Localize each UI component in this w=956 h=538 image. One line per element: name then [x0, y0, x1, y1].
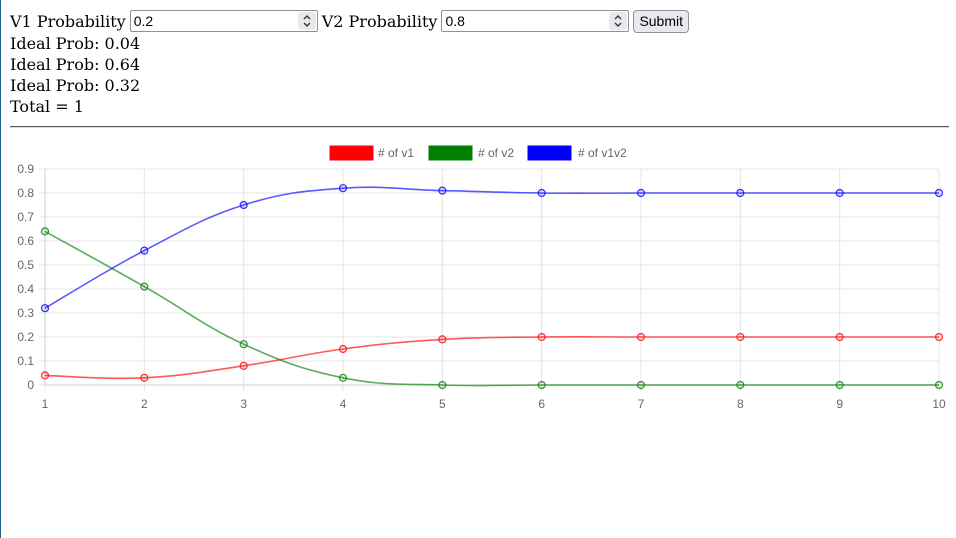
y-tick-label: 0.9 [17, 162, 34, 176]
series-line-1 [44, 335, 939, 380]
data-point [338, 184, 348, 193]
line-chart: 0 0.1 0.2 0.3 0.4 0.5 0.6 0.7 0.8 0.9 1 2 3 4 5 6 7 8 9 10 #… [17, 145, 946, 411]
data-point [438, 380, 447, 390]
data-point [239, 361, 248, 370]
legend-label: # of v1 [378, 146, 414, 160]
v1-probability-field[interactable] [129, 10, 318, 32]
ideal-prob-v2: Ideal Prob: 0.64 [10, 55, 141, 74]
y-tick-label: 0.6 [17, 234, 34, 248]
legend-label: # of v2 [478, 146, 514, 160]
x-tick-label: 1 [42, 397, 49, 411]
x-tick-label: 8 [737, 397, 744, 411]
data-point [239, 200, 248, 210]
v1-probability-label: V1 Probability [10, 11, 126, 31]
total-line: Total = 1 [10, 97, 84, 116]
ideal-prob-v1: Ideal Prob: 0.04 [10, 34, 141, 53]
y-tick-label: 0.1 [17, 354, 34, 368]
data-point [934, 188, 944, 198]
submit-button[interactable]: Submit [633, 9, 690, 33]
data-point [934, 380, 944, 390]
y-tick-label: 0.4 [17, 282, 34, 296]
x-tick-label: 2 [141, 397, 148, 411]
x-tick-label: 10 [932, 397, 946, 411]
data-point [636, 332, 646, 342]
data-point [438, 186, 447, 195]
probability-form: V1 Probability V2 Probability Submit [10, 9, 690, 33]
data-point [338, 344, 348, 354]
y-tick-label: 0.3 [17, 306, 34, 320]
data-point [736, 332, 745, 342]
series-line-2 [44, 230, 939, 387]
legend-swatch [527, 145, 572, 161]
data-point [736, 188, 745, 198]
data-point [40, 304, 50, 313]
data-point [140, 282, 149, 291]
data-point [338, 373, 348, 382]
data-point [140, 373, 149, 382]
v2-probability-field[interactable] [441, 10, 630, 32]
x-tick-label: 7 [638, 397, 645, 411]
x-tick-label: 6 [538, 397, 545, 411]
data-point [40, 371, 50, 380]
y-tick-label: 0.5 [17, 258, 34, 272]
horizontal-divider [10, 126, 949, 128]
legend-label: # of v1v2 [578, 146, 627, 160]
data-point [438, 335, 447, 344]
data-point [636, 380, 646, 390]
window-left-edge [0, 0, 1, 538]
x-tick-label: 5 [439, 397, 446, 411]
x-tick-label: 9 [836, 397, 843, 411]
data-point [636, 188, 646, 198]
v1-probability-input[interactable] [130, 11, 294, 31]
x-tick-label: 3 [240, 397, 247, 411]
data-point [40, 227, 50, 236]
data-point [736, 380, 745, 390]
legend-swatch [428, 145, 473, 161]
data-point [140, 246, 149, 255]
data-point [537, 380, 546, 390]
y-tick-label: 0.7 [17, 210, 34, 224]
y-tick-label: 0.8 [17, 186, 34, 200]
v1-spinner-updown-icon[interactable] [297, 12, 316, 30]
data-point [239, 340, 248, 349]
data-point [537, 188, 546, 198]
v2-spinner-updown-icon[interactable] [609, 12, 628, 30]
ideal-prob-v1v2: Ideal Prob: 0.32 [10, 76, 141, 95]
data-point [835, 332, 844, 342]
v2-probability-input[interactable] [442, 11, 606, 31]
y-tick-label: 0 [27, 378, 34, 392]
y-tick-label: 0.2 [17, 330, 34, 344]
v2-probability-label: V2 Probability [321, 11, 438, 31]
data-point [934, 332, 944, 342]
legend-swatch [329, 145, 374, 161]
x-tick-label: 4 [340, 397, 347, 411]
data-point [537, 332, 546, 342]
series-line-3 [44, 186, 939, 309]
data-point [835, 188, 844, 198]
data-point [835, 380, 844, 390]
